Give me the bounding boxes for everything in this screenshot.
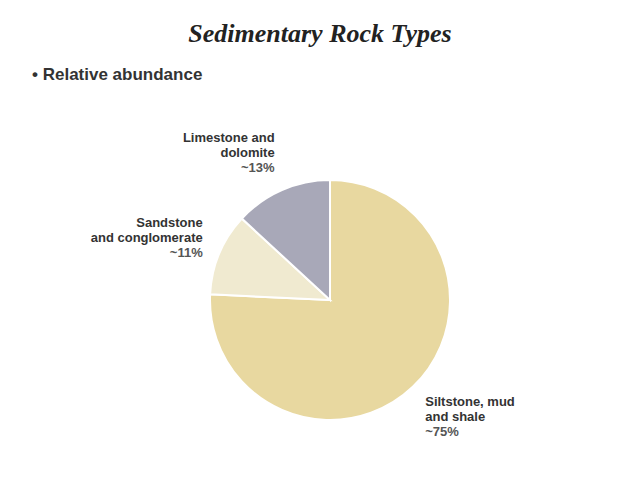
slice (210, 180, 450, 420)
slice-label: Sandstoneand conglomerate (91, 215, 203, 245)
slice (242, 180, 330, 300)
labels: Siltstone, mudand shale~75% Sandstoneand … (91, 130, 515, 438)
chart: Sedimentary Rock Types • Relative abundan… (0, 0, 640, 480)
slices (210, 180, 450, 420)
subtitle: • Relative abundance (32, 65, 202, 84)
data-label: ~11% (170, 245, 203, 260)
data-label: ~13% (241, 160, 275, 175)
title: Sedimentary Rock Types (188, 19, 451, 48)
slice-label: Limestone anddolomite (183, 130, 275, 160)
slice-label: Siltstone, mudand shale (425, 394, 515, 424)
data-label: ~75% (425, 424, 459, 439)
